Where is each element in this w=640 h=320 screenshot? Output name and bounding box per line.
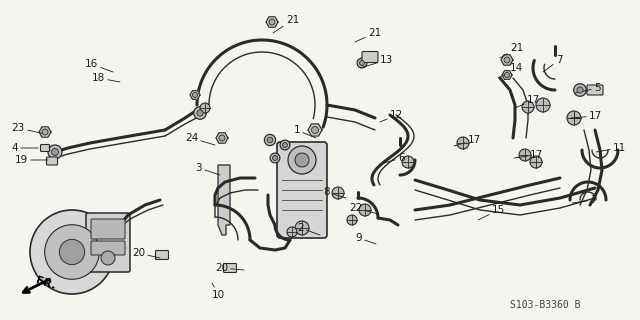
Circle shape [347, 215, 357, 225]
Text: 4: 4 [12, 143, 38, 153]
Text: 8: 8 [323, 187, 346, 198]
Polygon shape [266, 17, 278, 27]
Circle shape [51, 148, 58, 156]
Circle shape [194, 107, 206, 119]
FancyBboxPatch shape [223, 263, 237, 273]
Text: 10: 10 [212, 283, 225, 300]
Circle shape [457, 137, 469, 149]
FancyBboxPatch shape [156, 251, 168, 260]
FancyBboxPatch shape [86, 213, 130, 272]
Circle shape [577, 87, 583, 93]
Text: 19: 19 [15, 155, 48, 165]
Circle shape [273, 156, 278, 160]
Text: 21: 21 [500, 43, 524, 58]
FancyBboxPatch shape [91, 219, 125, 239]
Text: 18: 18 [92, 73, 120, 83]
Text: 7: 7 [572, 195, 596, 205]
Text: 13: 13 [360, 55, 393, 68]
Text: 21: 21 [273, 15, 300, 33]
Circle shape [295, 221, 309, 235]
Circle shape [264, 134, 276, 146]
Text: 21: 21 [355, 28, 381, 42]
FancyBboxPatch shape [362, 52, 378, 62]
Text: 11: 11 [596, 143, 627, 153]
Text: 14: 14 [498, 63, 524, 78]
Text: 5: 5 [575, 83, 600, 93]
Text: 16: 16 [84, 59, 113, 72]
Circle shape [402, 156, 414, 168]
Text: 9: 9 [355, 233, 376, 244]
Circle shape [573, 84, 586, 96]
Circle shape [522, 101, 534, 113]
Circle shape [332, 187, 344, 199]
Circle shape [312, 126, 319, 133]
Text: 23: 23 [12, 123, 45, 134]
Circle shape [101, 251, 115, 265]
Text: 17: 17 [571, 111, 602, 121]
Polygon shape [501, 55, 513, 65]
Circle shape [280, 140, 290, 150]
Circle shape [530, 156, 542, 168]
Circle shape [200, 103, 210, 113]
Circle shape [359, 204, 371, 216]
Text: 12: 12 [380, 110, 403, 122]
Circle shape [287, 227, 297, 237]
Circle shape [219, 135, 225, 141]
FancyBboxPatch shape [91, 241, 125, 255]
Circle shape [504, 57, 510, 63]
Text: 20: 20 [132, 248, 160, 258]
Text: 22: 22 [349, 203, 378, 214]
Text: 15: 15 [478, 205, 505, 220]
Circle shape [269, 19, 275, 25]
Circle shape [519, 149, 531, 161]
Text: 17: 17 [514, 150, 543, 160]
Polygon shape [190, 91, 200, 99]
Circle shape [357, 58, 367, 68]
Text: 7: 7 [543, 55, 563, 72]
Polygon shape [218, 165, 230, 235]
Text: 6: 6 [384, 153, 404, 163]
Text: S103-B3360 B: S103-B3360 B [509, 300, 580, 310]
Circle shape [360, 60, 364, 66]
Text: 17: 17 [515, 95, 540, 108]
Text: 24: 24 [185, 133, 215, 145]
FancyBboxPatch shape [47, 157, 58, 165]
Circle shape [48, 145, 62, 159]
FancyBboxPatch shape [277, 142, 327, 238]
Circle shape [197, 110, 203, 116]
Polygon shape [502, 71, 512, 79]
Circle shape [60, 239, 84, 265]
Circle shape [504, 73, 509, 77]
Circle shape [193, 92, 198, 98]
Text: 17: 17 [454, 135, 481, 146]
Circle shape [45, 225, 99, 279]
Circle shape [282, 142, 287, 148]
Circle shape [30, 210, 114, 294]
Circle shape [295, 153, 309, 167]
Circle shape [536, 98, 550, 112]
Circle shape [42, 129, 48, 135]
FancyBboxPatch shape [40, 145, 49, 151]
FancyBboxPatch shape [587, 85, 603, 95]
Text: 2: 2 [298, 223, 320, 235]
Circle shape [270, 153, 280, 163]
Circle shape [268, 137, 273, 143]
Circle shape [567, 111, 581, 125]
Text: 1: 1 [293, 125, 316, 138]
Polygon shape [39, 127, 51, 137]
Circle shape [568, 112, 580, 124]
Text: FR.: FR. [35, 275, 58, 291]
Text: 20: 20 [215, 263, 244, 273]
Text: 3: 3 [195, 163, 220, 175]
Circle shape [288, 146, 316, 174]
Polygon shape [216, 133, 228, 143]
Polygon shape [308, 124, 322, 136]
